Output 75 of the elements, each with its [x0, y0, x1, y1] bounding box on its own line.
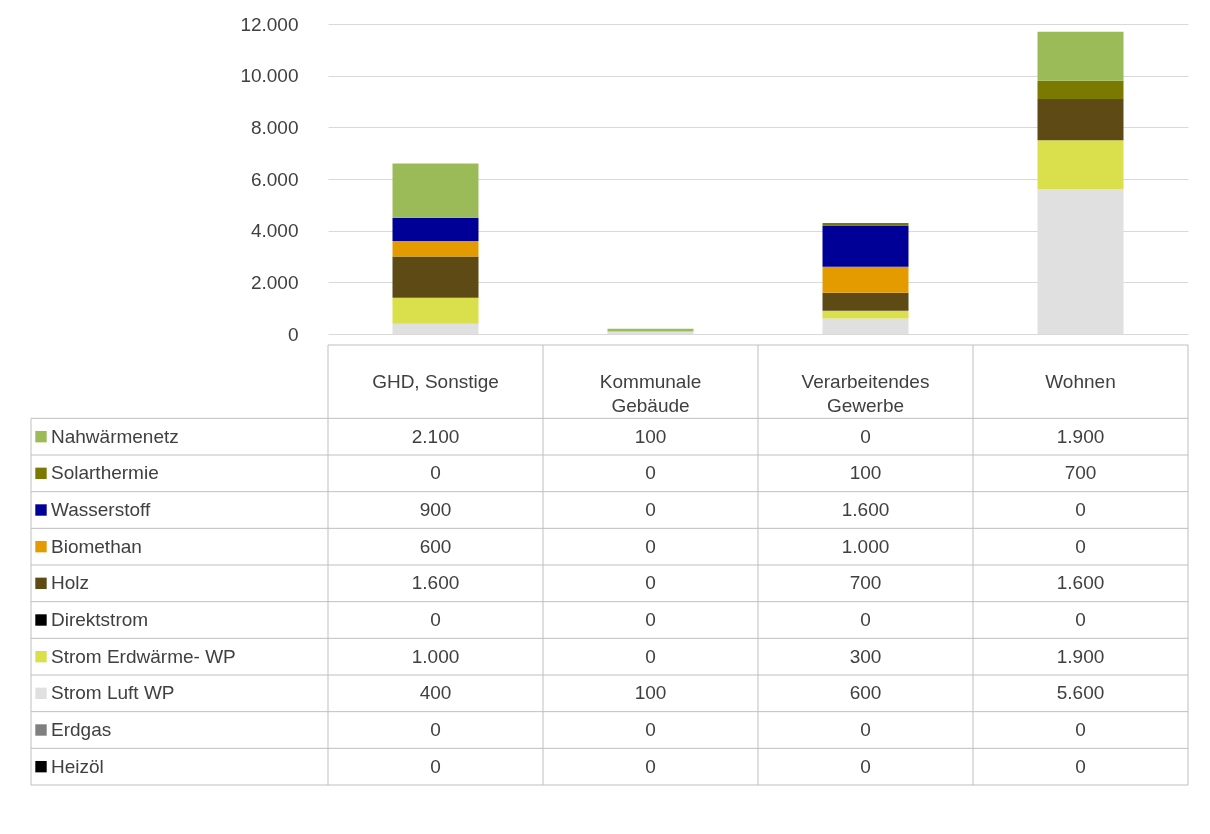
data-label: 600: [419, 535, 452, 557]
data-label: 0: [645, 719, 656, 740]
bar: [1037, 80, 1124, 99]
data-label: 0: [860, 755, 871, 777]
y-tick-label: 0: [287, 323, 299, 345]
data-label: 1.600: [841, 499, 890, 520]
data-label: 700: [849, 572, 882, 594]
data-label: 0: [1075, 535, 1086, 557]
x-tick-label: Verarbeitendes Gewerbe: [801, 370, 930, 416]
bar: [392, 241, 479, 257]
data-label: 0: [430, 719, 441, 740]
y-tick-label: 8.000: [250, 116, 299, 138]
y-tick-label: 4.000: [250, 220, 299, 242]
bar: [822, 266, 909, 293]
legend-label: Nahwärmenetz: [51, 425, 179, 447]
bar: [822, 225, 909, 267]
x-tick-label: Kommunale Gebäude: [599, 370, 702, 416]
data-label: 0: [645, 645, 656, 667]
data-label: 0: [645, 462, 656, 484]
data-label: 0: [645, 499, 656, 520]
data-label: 100: [634, 425, 667, 447]
data-label: 0: [860, 425, 871, 447]
data-label: 1.000: [411, 645, 460, 667]
data-label: 0: [645, 572, 656, 594]
data-label: 0: [860, 609, 871, 630]
bar: [392, 256, 479, 298]
data-label: 300: [849, 645, 882, 667]
data-label: 0: [645, 535, 656, 557]
legend-label: Holz: [51, 572, 90, 594]
data-label: 0: [645, 755, 656, 777]
bar: [1037, 140, 1124, 190]
legend-label: Solarthermie: [51, 462, 159, 484]
y-tick-label: 6.000: [250, 168, 299, 190]
data-label: 0: [1075, 499, 1086, 520]
x-tick-label: Wohnen: [1045, 370, 1116, 392]
y-tick-label: 2.000: [250, 271, 299, 293]
data-label: 100: [634, 682, 667, 704]
legend-label: Wasserstoff: [51, 499, 151, 520]
y-tick-label: 10.000: [240, 65, 299, 87]
legend-label: Strom Luft WP: [51, 682, 175, 704]
data-label: 2.100: [411, 425, 460, 447]
bar: [822, 222, 909, 226]
data-label: 1.600: [411, 572, 460, 594]
data-label: 1.900: [1056, 645, 1105, 667]
data-label: 600: [849, 682, 882, 704]
x-tick-label: GHD, Sonstige: [372, 370, 499, 392]
bar: [822, 310, 909, 319]
data-label: 0: [430, 755, 441, 777]
data-label: 1.600: [1056, 572, 1105, 594]
bar: [392, 217, 479, 241]
bar: [1037, 98, 1124, 141]
data-label: 100: [849, 462, 882, 484]
data-label: 0: [645, 609, 656, 630]
data-label: 700: [1064, 462, 1097, 484]
data-label: 0: [1075, 609, 1086, 630]
bar: [1037, 31, 1124, 81]
data-label: 0: [860, 719, 871, 740]
legend-label: Strom Erdwärme- WP: [51, 645, 236, 667]
bar: [392, 163, 479, 218]
data-label: 0: [430, 462, 441, 484]
legend-label: Direktstrom: [51, 609, 149, 630]
data-label: 900: [419, 499, 452, 520]
data-label: 1.900: [1056, 425, 1105, 447]
bar: [822, 292, 909, 311]
y-tick-label: 12.000: [240, 13, 299, 35]
legend-label: Erdgas: [51, 719, 112, 740]
data-label: 5.600: [1056, 682, 1105, 704]
legend-label: Heizöl: [51, 755, 104, 777]
legend-label: Biomethan: [51, 535, 142, 557]
data-label: 0: [1075, 755, 1086, 777]
data-label: 1.000: [841, 535, 890, 557]
bar: [392, 297, 479, 324]
data-label: 400: [419, 682, 452, 704]
data-label: 0: [1075, 719, 1086, 740]
data-label: 0: [430, 609, 441, 630]
